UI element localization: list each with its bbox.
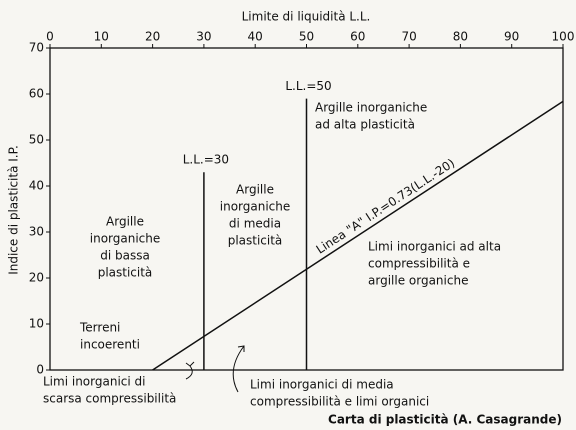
- region-label: scarsa compressibilità: [43, 392, 176, 406]
- region-label: di media: [229, 217, 281, 231]
- x-tick-label: 10: [94, 30, 109, 44]
- region-label: Argille: [236, 183, 274, 197]
- region-label: plasticità: [98, 266, 153, 280]
- region-label: Limi inorganici ad alta: [368, 240, 501, 254]
- arrow: [185, 365, 193, 380]
- region-label: Argille inorganiche: [315, 101, 427, 115]
- x-tick-label: 30: [196, 30, 211, 44]
- region-label: argille organiche: [368, 274, 468, 288]
- x-axis-label: Limite di liquidità L.L.: [242, 10, 371, 24]
- x-tick-label: 80: [453, 30, 468, 44]
- region-label: inorganiche: [220, 200, 291, 214]
- x-tick-label: 60: [350, 30, 365, 44]
- y-tick-label: 70: [29, 41, 44, 55]
- region-label: ad alta plasticità: [315, 118, 415, 132]
- y-tick-label: 30: [29, 225, 44, 239]
- y-tick-label: 10: [29, 317, 44, 331]
- x-tick-label: 50: [299, 30, 314, 44]
- region-label: incoerenti: [80, 338, 140, 352]
- x-tick-label: 0: [46, 30, 54, 44]
- y-tick-label: 60: [29, 87, 44, 101]
- region-label: compressibilità e: [368, 257, 470, 271]
- region-label: Limi inorganici di: [43, 375, 145, 389]
- y-axis-label: Indice di plasticità I.P.: [7, 145, 21, 275]
- y-tick-label: 0: [36, 363, 44, 377]
- region-label: Argille: [106, 215, 144, 229]
- y-tick-label: 20: [29, 271, 44, 285]
- series-label: L.L.=50: [285, 79, 331, 93]
- arrow: [232, 345, 245, 393]
- region-label: di bassa: [100, 249, 150, 263]
- caption: Carta di plasticità (A. Casagrande): [328, 413, 562, 427]
- y-tick-label: 50: [29, 133, 44, 147]
- series-line: [152, 100, 564, 371]
- x-tick-label: 20: [145, 30, 160, 44]
- region-label: Terreni: [79, 321, 120, 335]
- region-label: plasticità: [228, 234, 283, 248]
- region-label: inorganiche: [90, 232, 161, 246]
- x-tick-label: 40: [248, 30, 263, 44]
- region-label: compressibilità e limi organici: [250, 395, 429, 409]
- arrow-head: [185, 361, 195, 367]
- x-tick-label: 100: [552, 30, 575, 44]
- x-tick-label: 70: [401, 30, 416, 44]
- x-tick-label: 90: [504, 30, 519, 44]
- arrow-head: [237, 345, 245, 352]
- region-label: Limi inorganici di media: [250, 378, 394, 392]
- series-label: L.L.=30: [183, 153, 229, 167]
- y-tick-label: 40: [29, 179, 44, 193]
